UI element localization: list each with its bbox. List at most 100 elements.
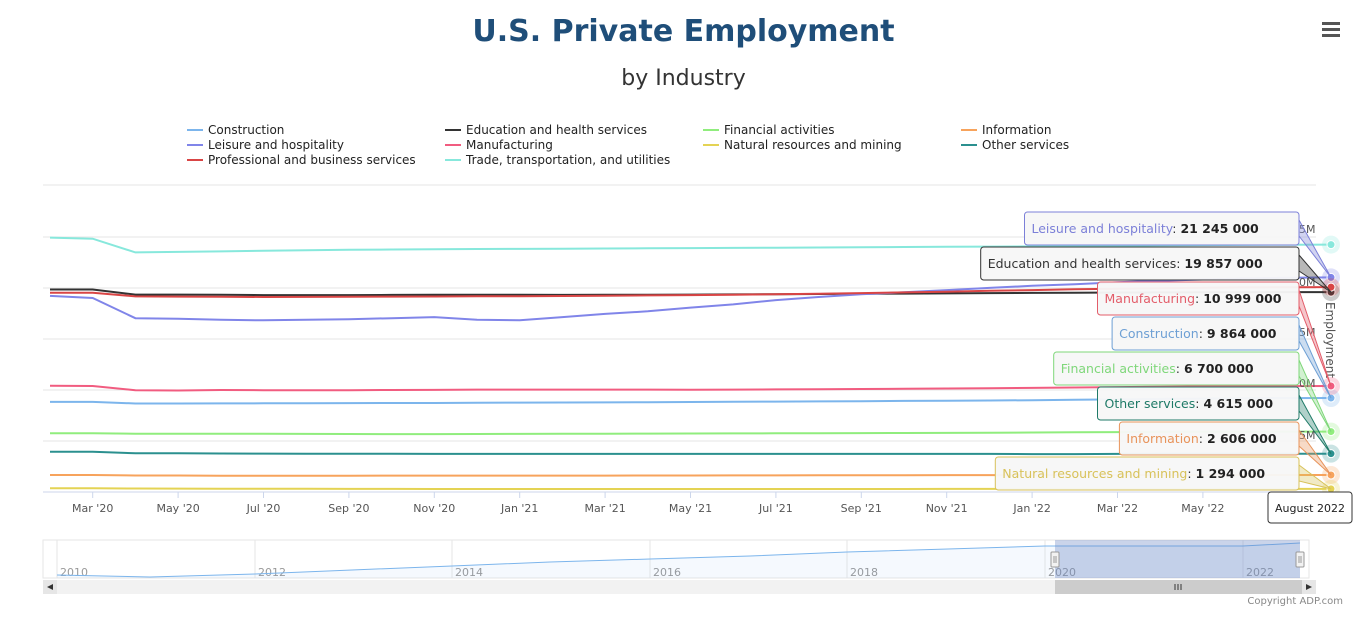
series-line <box>49 236 1332 254</box>
legend-swatch <box>961 128 977 131</box>
tooltip-text: Leisure and hospitality: 21 245 000 <box>1032 221 1260 236</box>
tooltip-label: Information <box>1126 431 1198 446</box>
tooltip-colon: : <box>1199 326 1207 341</box>
x-tick-label: Jan '22 <box>1012 502 1050 515</box>
tooltip-box <box>1111 316 1300 351</box>
tooltip-text: Manufacturing: 10 999 000 <box>1105 291 1282 306</box>
legend-swatch <box>961 143 977 146</box>
tooltip-label: Other services <box>1105 396 1196 411</box>
legend-label: Professional and business services <box>208 153 416 167</box>
legend-swatch <box>445 143 461 146</box>
navigator-area <box>57 543 1300 578</box>
tooltip-colon: : <box>1176 256 1184 271</box>
x-tick-label: Jul '20 <box>246 502 281 515</box>
tooltip-value: 2 606 000 <box>1207 431 1277 446</box>
navigator-year-label: 2012 <box>258 566 286 579</box>
legend-label: Other services <box>982 138 1070 152</box>
tooltip-value: 21 245 000 <box>1180 221 1259 236</box>
legend-swatch <box>187 128 203 131</box>
x-tick-label: Jan '21 <box>500 502 538 515</box>
tooltip-label: Leisure and hospitality <box>1032 221 1174 236</box>
legend-swatch <box>187 158 203 161</box>
tooltip-text: Natural resources and mining: 1 294 000 <box>1002 466 1265 481</box>
legend-swatch <box>703 143 719 146</box>
tooltip-colon: : <box>1195 396 1203 411</box>
tooltip-box <box>1097 386 1300 421</box>
hover-marker <box>1326 240 1336 250</box>
x-tick-label: Mar '20 <box>72 502 113 515</box>
tooltip-text: Education and health services: 19 857 00… <box>988 256 1263 271</box>
navigator-line <box>56 542 1301 578</box>
x-tick-label: Nov '21 <box>926 502 968 515</box>
navigator-year-label: 2020 <box>1048 566 1076 579</box>
navigator-year-label: 2016 <box>653 566 681 579</box>
legend-label: Information <box>982 123 1052 137</box>
y-axis-title: Employment <box>1323 302 1337 378</box>
x-tick-label: May '22 <box>1181 502 1224 515</box>
x-tick-label: May '20 <box>156 502 199 515</box>
x-tick-label: Sep '21 <box>841 502 882 515</box>
x-tick-label: Mar '22 <box>1097 502 1138 515</box>
arrow-left-icon <box>47 584 53 590</box>
series-line <box>50 430 1331 436</box>
legend-item[interactable]: Other services <box>961 138 1069 152</box>
tooltip-text: Construction: 9 864 000 <box>1119 326 1277 341</box>
tooltip-colon: : <box>1176 361 1184 376</box>
tooltip-colon: : <box>1187 466 1195 481</box>
legend-item[interactable]: Manufacturing <box>445 138 553 152</box>
x-tick-label: Sep '20 <box>328 502 369 515</box>
chart-subtitle: by Industry <box>621 66 746 91</box>
scrollbar-track <box>43 580 1316 594</box>
navigator-selected-range <box>1055 540 1300 578</box>
legend-item[interactable]: Natural resources and mining <box>703 138 902 152</box>
tooltip-value: 6 700 000 <box>1184 361 1254 376</box>
tooltip-value: 1 294 000 <box>1196 466 1266 481</box>
x-tick-label: Jul '21 <box>758 502 793 515</box>
tooltip-label: Education and health services <box>988 256 1177 271</box>
x-tick-label: Nov '20 <box>413 502 455 515</box>
legend-item[interactable]: Financial activities <box>703 123 834 137</box>
tooltip-value: 9 864 000 <box>1207 326 1277 341</box>
tooltip-text: Financial activities: 6 700 000 <box>1061 361 1254 376</box>
series-line <box>50 450 1331 456</box>
hamburger-menu-icon[interactable] <box>1322 22 1340 38</box>
legend-label: Construction <box>208 123 285 137</box>
tooltip-value: 10 999 000 <box>1203 291 1282 306</box>
legend-swatch <box>445 158 461 161</box>
tooltip-group: Leisure and hospitality: 21 245 000 Educa… <box>980 211 1332 491</box>
legend-item[interactable]: Information <box>961 123 1051 137</box>
tooltip-box <box>1053 351 1300 386</box>
legend-label: Financial activities <box>724 123 835 137</box>
tooltip-text: Information: 2 606 000 <box>1126 431 1276 446</box>
legend-label: Natural resources and mining <box>724 138 902 152</box>
tooltip-label: Financial activities <box>1061 361 1176 376</box>
legend-item[interactable]: Education and health services <box>445 123 647 137</box>
tooltip-label: Manufacturing <box>1105 291 1196 306</box>
navigator-handle[interactable] <box>1050 551 1060 568</box>
tooltip-box <box>1118 421 1300 456</box>
tooltip-colon: : <box>1199 431 1207 446</box>
legend-label: Manufacturing <box>466 138 553 152</box>
arrow-right-icon <box>1306 584 1312 590</box>
legend-item[interactable]: Construction <box>187 123 284 137</box>
legend-label: Education and health services <box>466 123 647 137</box>
legend-swatch <box>445 128 461 131</box>
legend-item[interactable]: Leisure and hospitality <box>187 138 344 152</box>
legend-item[interactable]: Trade, transportation, and utilities <box>445 153 670 167</box>
tooltip-box <box>994 456 1300 491</box>
tooltip-colon: : <box>1172 221 1180 236</box>
tooltip-box <box>1024 211 1300 246</box>
x-tick-label: Mar '21 <box>584 502 625 515</box>
y-tick-label: 5M <box>1299 429 1316 442</box>
legend-item[interactable]: Professional and business services <box>187 153 416 167</box>
tooltip-box <box>1097 281 1300 316</box>
navigator-year-label: 2022 <box>1246 566 1274 579</box>
tooltip-text: Other services: 4 615 000 <box>1105 396 1274 411</box>
x-tooltip-box <box>1267 491 1353 524</box>
tooltip-value: 4 615 000 <box>1203 396 1273 411</box>
navigator-year-label: 2014 <box>455 566 483 579</box>
navigator-year-label: 2018 <box>850 566 878 579</box>
navigator-handle[interactable] <box>1295 551 1305 568</box>
tooltip-box <box>980 246 1300 281</box>
